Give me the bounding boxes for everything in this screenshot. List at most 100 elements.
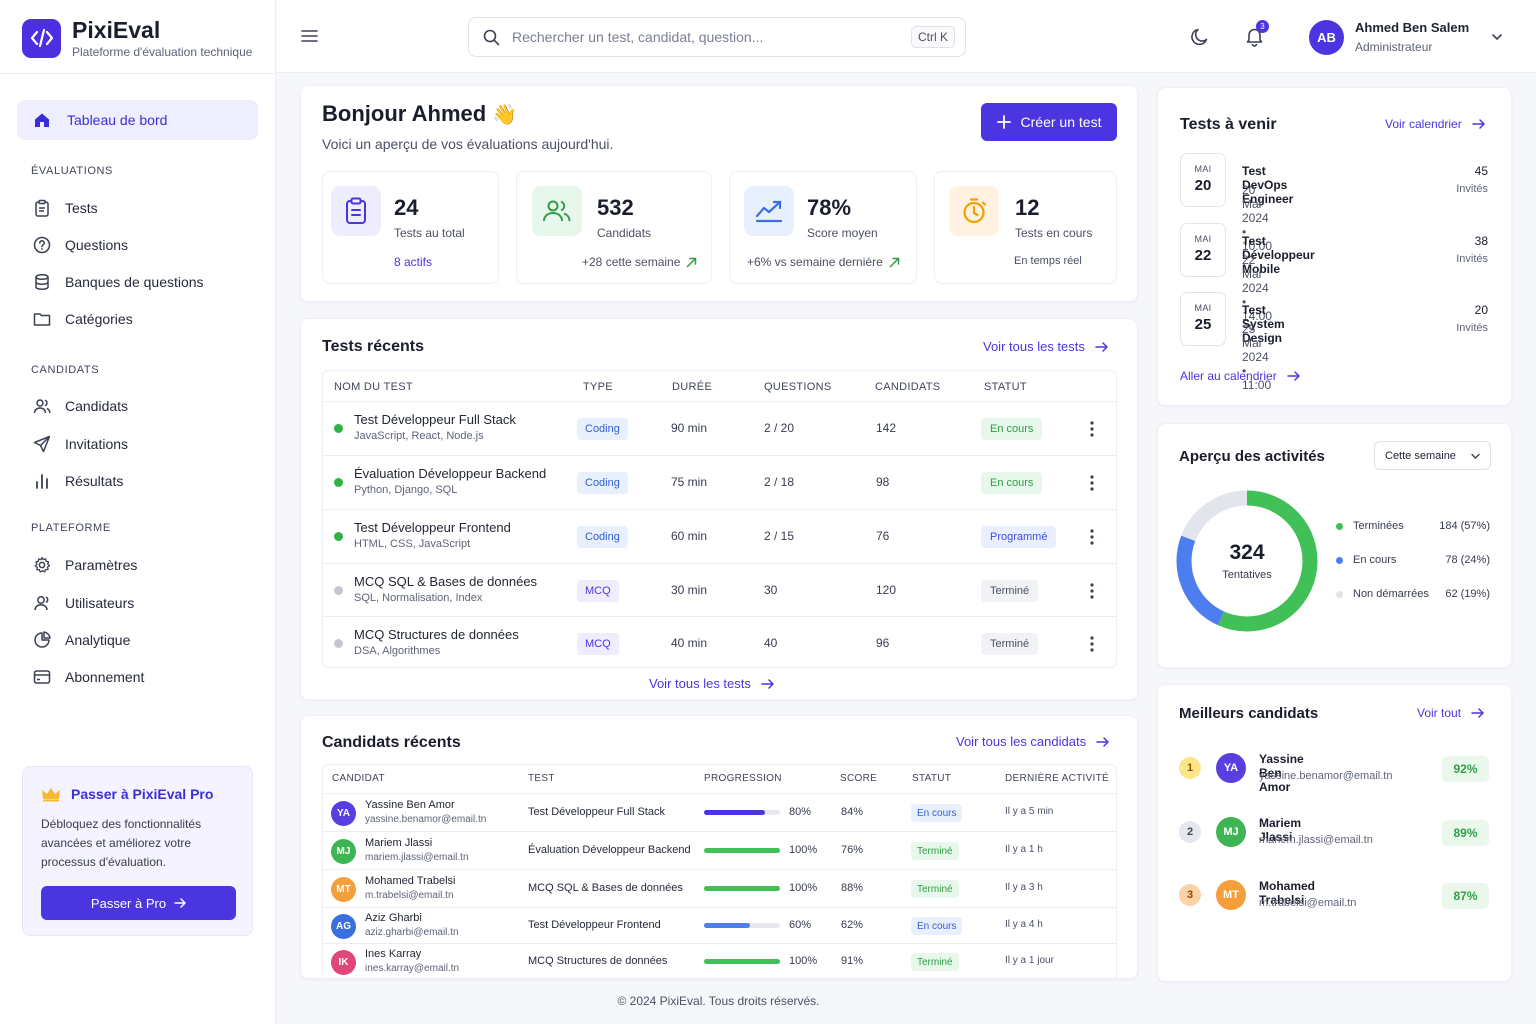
tests-table: NOM DU TEST TYPE DURÉE QUESTIONS CANDIDA…	[322, 370, 1117, 668]
more-vertical-icon[interactable]	[1090, 475, 1098, 491]
test-tags: DSA, Algorithmes	[354, 644, 441, 657]
candidate-name[interactable]: Yassine Ben Amor	[1259, 752, 1304, 794]
table-row[interactable]: Test Développeur Full Stack JavaScript, R…	[323, 401, 1116, 455]
stat-card-in-progress[interactable]: 12 Tests en cours En temps réel	[934, 171, 1117, 284]
sidebar-item-tests[interactable]: Tests	[33, 196, 98, 220]
sidebar-item-users[interactable]: Utilisateurs	[33, 591, 134, 615]
candidate-name[interactable]: Ines Karray	[365, 948, 422, 960]
trend-up-icon	[687, 257, 697, 267]
user-name[interactable]: Ahmed Ben Salem	[1355, 20, 1470, 35]
progress-bar	[704, 886, 780, 891]
question-count: 30	[764, 582, 778, 597]
column-header: CANDIDAT	[332, 773, 385, 784]
more-vertical-icon[interactable]	[1090, 421, 1098, 437]
column-header: DERNIÈRE ACTIVITÉ	[1005, 773, 1110, 784]
candidate-email: yassine.benamor@email.tn	[365, 814, 487, 825]
event-title[interactable]: Test DevOps Engineer	[1242, 164, 1294, 206]
table-row[interactable]: MCQ SQL & Bases de données SQL, Normalisa…	[323, 563, 1116, 616]
more-vertical-icon[interactable]	[1090, 529, 1098, 545]
duration: 90 min	[671, 421, 708, 435]
sidebar-item-label: Analytique	[65, 632, 131, 648]
test-name[interactable]: MCQ Structures de données	[354, 626, 519, 642]
moon-icon[interactable]	[1190, 27, 1210, 47]
chevron-down-icon[interactable]	[1491, 31, 1503, 43]
menu-icon[interactable]	[301, 28, 318, 44]
sidebar-item-invitations[interactable]: Invitations	[33, 432, 128, 456]
candidate-name[interactable]: Mariem Jlassi	[1259, 816, 1302, 844]
activity-card	[1157, 423, 1512, 668]
candidate-name[interactable]: Mariem Jlassi	[365, 837, 433, 849]
candidate-name[interactable]: Mohamed Trabelsi	[365, 875, 456, 887]
table-row[interactable]: MJ Mariem Jlassi mariem.jlassi@email.tn Éva…	[323, 831, 1116, 869]
stat-card-tests[interactable]: 24 Tests au total 8 actifs	[322, 171, 499, 284]
avatar[interactable]: AB	[1309, 20, 1344, 55]
candidate-name[interactable]: Aziz Gharbi	[365, 912, 422, 924]
candidate-name[interactable]: Mohamed Trabelsi	[1259, 879, 1316, 907]
score-value: 88%	[841, 882, 864, 894]
candidate-email: m.trabelsi@email.tn	[365, 890, 454, 901]
users-icon	[33, 399, 51, 414]
stat-card-score[interactable]: 78% Score moyen +6% vs semaine dernière	[729, 171, 917, 284]
arrow-right-icon	[1471, 119, 1485, 129]
score-value: 76%	[841, 844, 864, 856]
score-badge: 89%	[1442, 820, 1489, 846]
invited-count: 38	[1474, 234, 1488, 248]
go-to-calendar-link[interactable]: Aller au calendrier	[1180, 369, 1300, 383]
date-day: 22	[1194, 247, 1212, 264]
sidebar-item-analytics[interactable]: Analytique	[33, 628, 130, 652]
candidate-name[interactable]: Yassine Ben Amor	[365, 799, 455, 811]
avatar: YA	[1216, 753, 1246, 783]
stat-value: 532	[597, 195, 634, 220]
test-name[interactable]: Évaluation Développeur Backend	[354, 466, 547, 481]
sidebar-item-subscription[interactable]: Abonnement	[33, 665, 144, 689]
notification-count-badge: 3	[1256, 20, 1269, 33]
stat-card-candidates[interactable]: 532 Candidats +28 cette semaine	[516, 171, 712, 284]
view-all-tests-link[interactable]: Voir tous les tests	[983, 339, 1108, 354]
table-row[interactable]: Test Développeur Frontend HTML, CSS, Java…	[323, 509, 1116, 563]
app-logo[interactable]: PixiEval Plateforme d'évaluation techniq…	[22, 17, 252, 59]
table-row[interactable]: YA Yassine Ben Amor yassine.benamor@email.…	[323, 793, 1116, 831]
table-row[interactable]: IK Ines Karray ines.karray@email.tn MCQ Str…	[323, 943, 1116, 978]
event-title[interactable]: Test Développeur Mobile	[1242, 234, 1315, 276]
test-name[interactable]: Test Développeur Full Stack	[354, 412, 516, 427]
progress-fill	[704, 810, 765, 815]
duration: 30 min	[671, 582, 708, 597]
sidebar-item-settings[interactable]: Paramètres	[33, 553, 137, 577]
more-vertical-icon[interactable]	[1090, 582, 1098, 599]
period-select[interactable]: Cette semaine	[1374, 441, 1491, 470]
upgrade-pro-button[interactable]: Passer à Pro	[41, 886, 236, 920]
table-row[interactable]: MCQ Structures de données DSA, Algorithme…	[323, 616, 1116, 667]
send-icon	[33, 435, 51, 453]
sidebar-item-candidates[interactable]: Candidats	[33, 394, 128, 418]
table-row[interactable]: Évaluation Développeur Backend Python, Dj…	[323, 455, 1116, 509]
view-all-best-link[interactable]: Voir tout	[1417, 706, 1484, 720]
invited-label: Invités	[1456, 322, 1488, 334]
avatar: MJ	[331, 839, 356, 864]
test-name[interactable]: MCQ SQL & Bases de données	[354, 573, 538, 589]
score-value: 62%	[841, 919, 864, 931]
event-title[interactable]: Test System Design	[1242, 303, 1285, 345]
table-row[interactable]: AG Aziz Gharbi aziz.gharbi@email.tn Test Dé…	[323, 907, 1116, 943]
view-calendar-link[interactable]: Voir calendrier	[1385, 117, 1485, 131]
chevron-down-icon	[1471, 453, 1480, 459]
arrow-right-icon	[1095, 341, 1108, 352]
search-input[interactable]: Rechercher un test, candidat, question..…	[468, 17, 966, 57]
legend-swatch	[1336, 522, 1343, 530]
candidate-email: yassine.benamor@email.tn	[1259, 770, 1393, 782]
column-header: SCORE	[840, 773, 878, 784]
create-test-button[interactable]: Créer un test	[981, 103, 1117, 141]
sidebar-item-categories[interactable]: Catégories	[33, 307, 133, 331]
test-name[interactable]: Test Développeur Frontend	[354, 520, 511, 535]
view-all-tests-footer-link[interactable]: Voir tous les tests	[649, 676, 774, 691]
rank-badge: 2	[1179, 821, 1201, 843]
table-row[interactable]: MT Mohamed Trabelsi m.trabelsi@email.tn MCQ…	[323, 869, 1116, 907]
sidebar-item-questions[interactable]: Questions	[33, 233, 128, 257]
credit-card-icon	[33, 670, 51, 684]
sidebar-item-results[interactable]: Résultats	[33, 469, 123, 493]
view-all-candidates-link[interactable]: Voir tous les candidats	[956, 734, 1109, 749]
more-vertical-icon[interactable]	[1090, 635, 1098, 652]
test-name: Évaluation Développeur Backend	[528, 844, 691, 856]
sidebar-item-question-banks[interactable]: Banques de questions	[33, 270, 204, 294]
database-icon	[35, 273, 49, 291]
sidebar-item-dashboard[interactable]: Tableau de bord	[17, 100, 258, 140]
